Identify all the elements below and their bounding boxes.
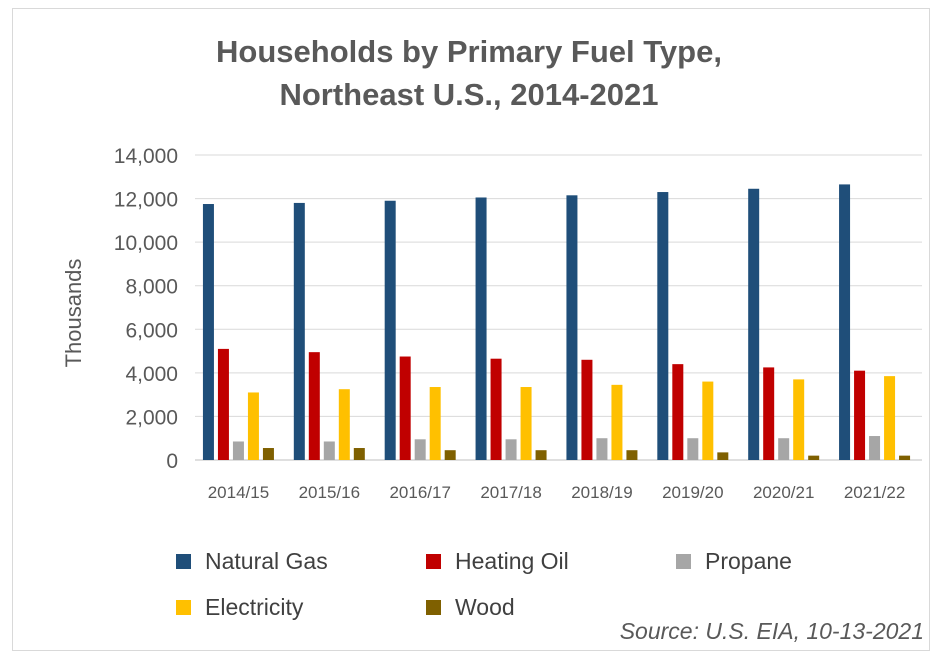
source-note: Source: U.S. EIA, 10-13-2021 <box>619 618 924 644</box>
bar-electricity <box>520 387 532 460</box>
bar-heating-oil <box>672 364 684 460</box>
legend-label: Natural Gas <box>205 548 328 574</box>
legend-label: Heating Oil <box>455 548 569 574</box>
bar-electricity <box>429 387 441 460</box>
bar-heating-oil <box>763 367 775 460</box>
y-tick-label: 0 <box>166 450 178 473</box>
legend-swatch <box>176 554 191 569</box>
legend-item-natural-gas: Natural Gas <box>176 548 328 575</box>
bar-heating-oil <box>854 370 866 460</box>
bar-heating-oil <box>490 358 502 460</box>
x-tick-label: 2019/20 <box>662 483 723 502</box>
x-tick-label: 2015/16 <box>299 483 360 502</box>
bar-wood <box>444 450 456 460</box>
legend-label: Propane <box>705 548 792 574</box>
bar-natural-gas <box>657 192 669 461</box>
x-tick-label: 2016/17 <box>389 483 450 502</box>
bar-wood <box>262 448 274 460</box>
y-tick-label: 12,000 <box>114 189 178 212</box>
legend-item-heating-oil: Heating Oil <box>426 548 569 575</box>
bar-wood <box>717 452 729 460</box>
bar-natural-gas <box>202 204 214 460</box>
bar-propane <box>687 438 699 460</box>
bar-wood <box>808 455 820 460</box>
bar-wood <box>626 450 638 460</box>
bar-wood <box>535 450 547 460</box>
y-tick-label: 10,000 <box>114 232 178 255</box>
legend-item-wood: Wood <box>426 594 515 621</box>
legend-swatch <box>176 600 191 615</box>
x-tick-label: 2017/18 <box>480 483 541 502</box>
y-tick-label: 14,000 <box>114 145 178 168</box>
bar-heating-oil <box>399 356 411 460</box>
legend-swatch <box>676 554 691 569</box>
bar-natural-gas <box>475 197 487 460</box>
bar-natural-gas <box>384 200 396 460</box>
bar-heating-oil <box>308 352 320 460</box>
chart-title-line-1: Households by Primary Fuel Type, <box>216 34 722 69</box>
bar-propane <box>232 441 244 460</box>
bar-heating-oil <box>217 348 229 460</box>
legend-label: Electricity <box>205 594 304 620</box>
bar-propane <box>596 438 608 460</box>
x-tick-label: 2018/19 <box>571 483 632 502</box>
x-tick-label: 2014/15 <box>208 483 269 502</box>
bar-electricity <box>247 392 259 460</box>
chart-title: Households by Primary Fuel Type, Northea… <box>0 30 938 116</box>
y-tick-label: 8,000 <box>125 276 178 299</box>
bar-electricity <box>338 389 350 460</box>
bar-natural-gas <box>839 184 851 461</box>
y-tick-label: 6,000 <box>125 319 178 342</box>
chart-title-line-2: Northeast U.S., 2014-2021 <box>279 77 659 112</box>
bar-propane <box>414 439 426 460</box>
x-tick-label: 2021/22 <box>844 483 905 502</box>
bar-wood <box>899 455 911 460</box>
legend-item-electricity: Electricity <box>176 594 303 621</box>
bar-heating-oil <box>581 359 593 460</box>
bar-propane <box>323 441 335 460</box>
y-tick-label: 2,000 <box>125 406 178 429</box>
bar-propane <box>869 436 881 460</box>
bar-natural-gas <box>748 188 760 460</box>
legend-item-propane: Propane <box>676 548 792 575</box>
bar-propane <box>505 439 517 460</box>
bar-wood <box>353 448 365 460</box>
legend-swatch <box>426 554 441 569</box>
bar-propane <box>778 438 790 460</box>
bar-electricity <box>611 384 623 460</box>
bar-natural-gas <box>293 202 305 460</box>
legend-swatch <box>426 600 441 615</box>
bar-electricity <box>702 381 714 460</box>
bar-electricity <box>793 379 805 460</box>
x-tick-label: 2020/21 <box>753 483 814 502</box>
legend-label: Wood <box>455 594 515 620</box>
y-tick-label: 4,000 <box>125 363 178 386</box>
bar-natural-gas <box>566 195 578 460</box>
bar-electricity <box>884 376 896 460</box>
